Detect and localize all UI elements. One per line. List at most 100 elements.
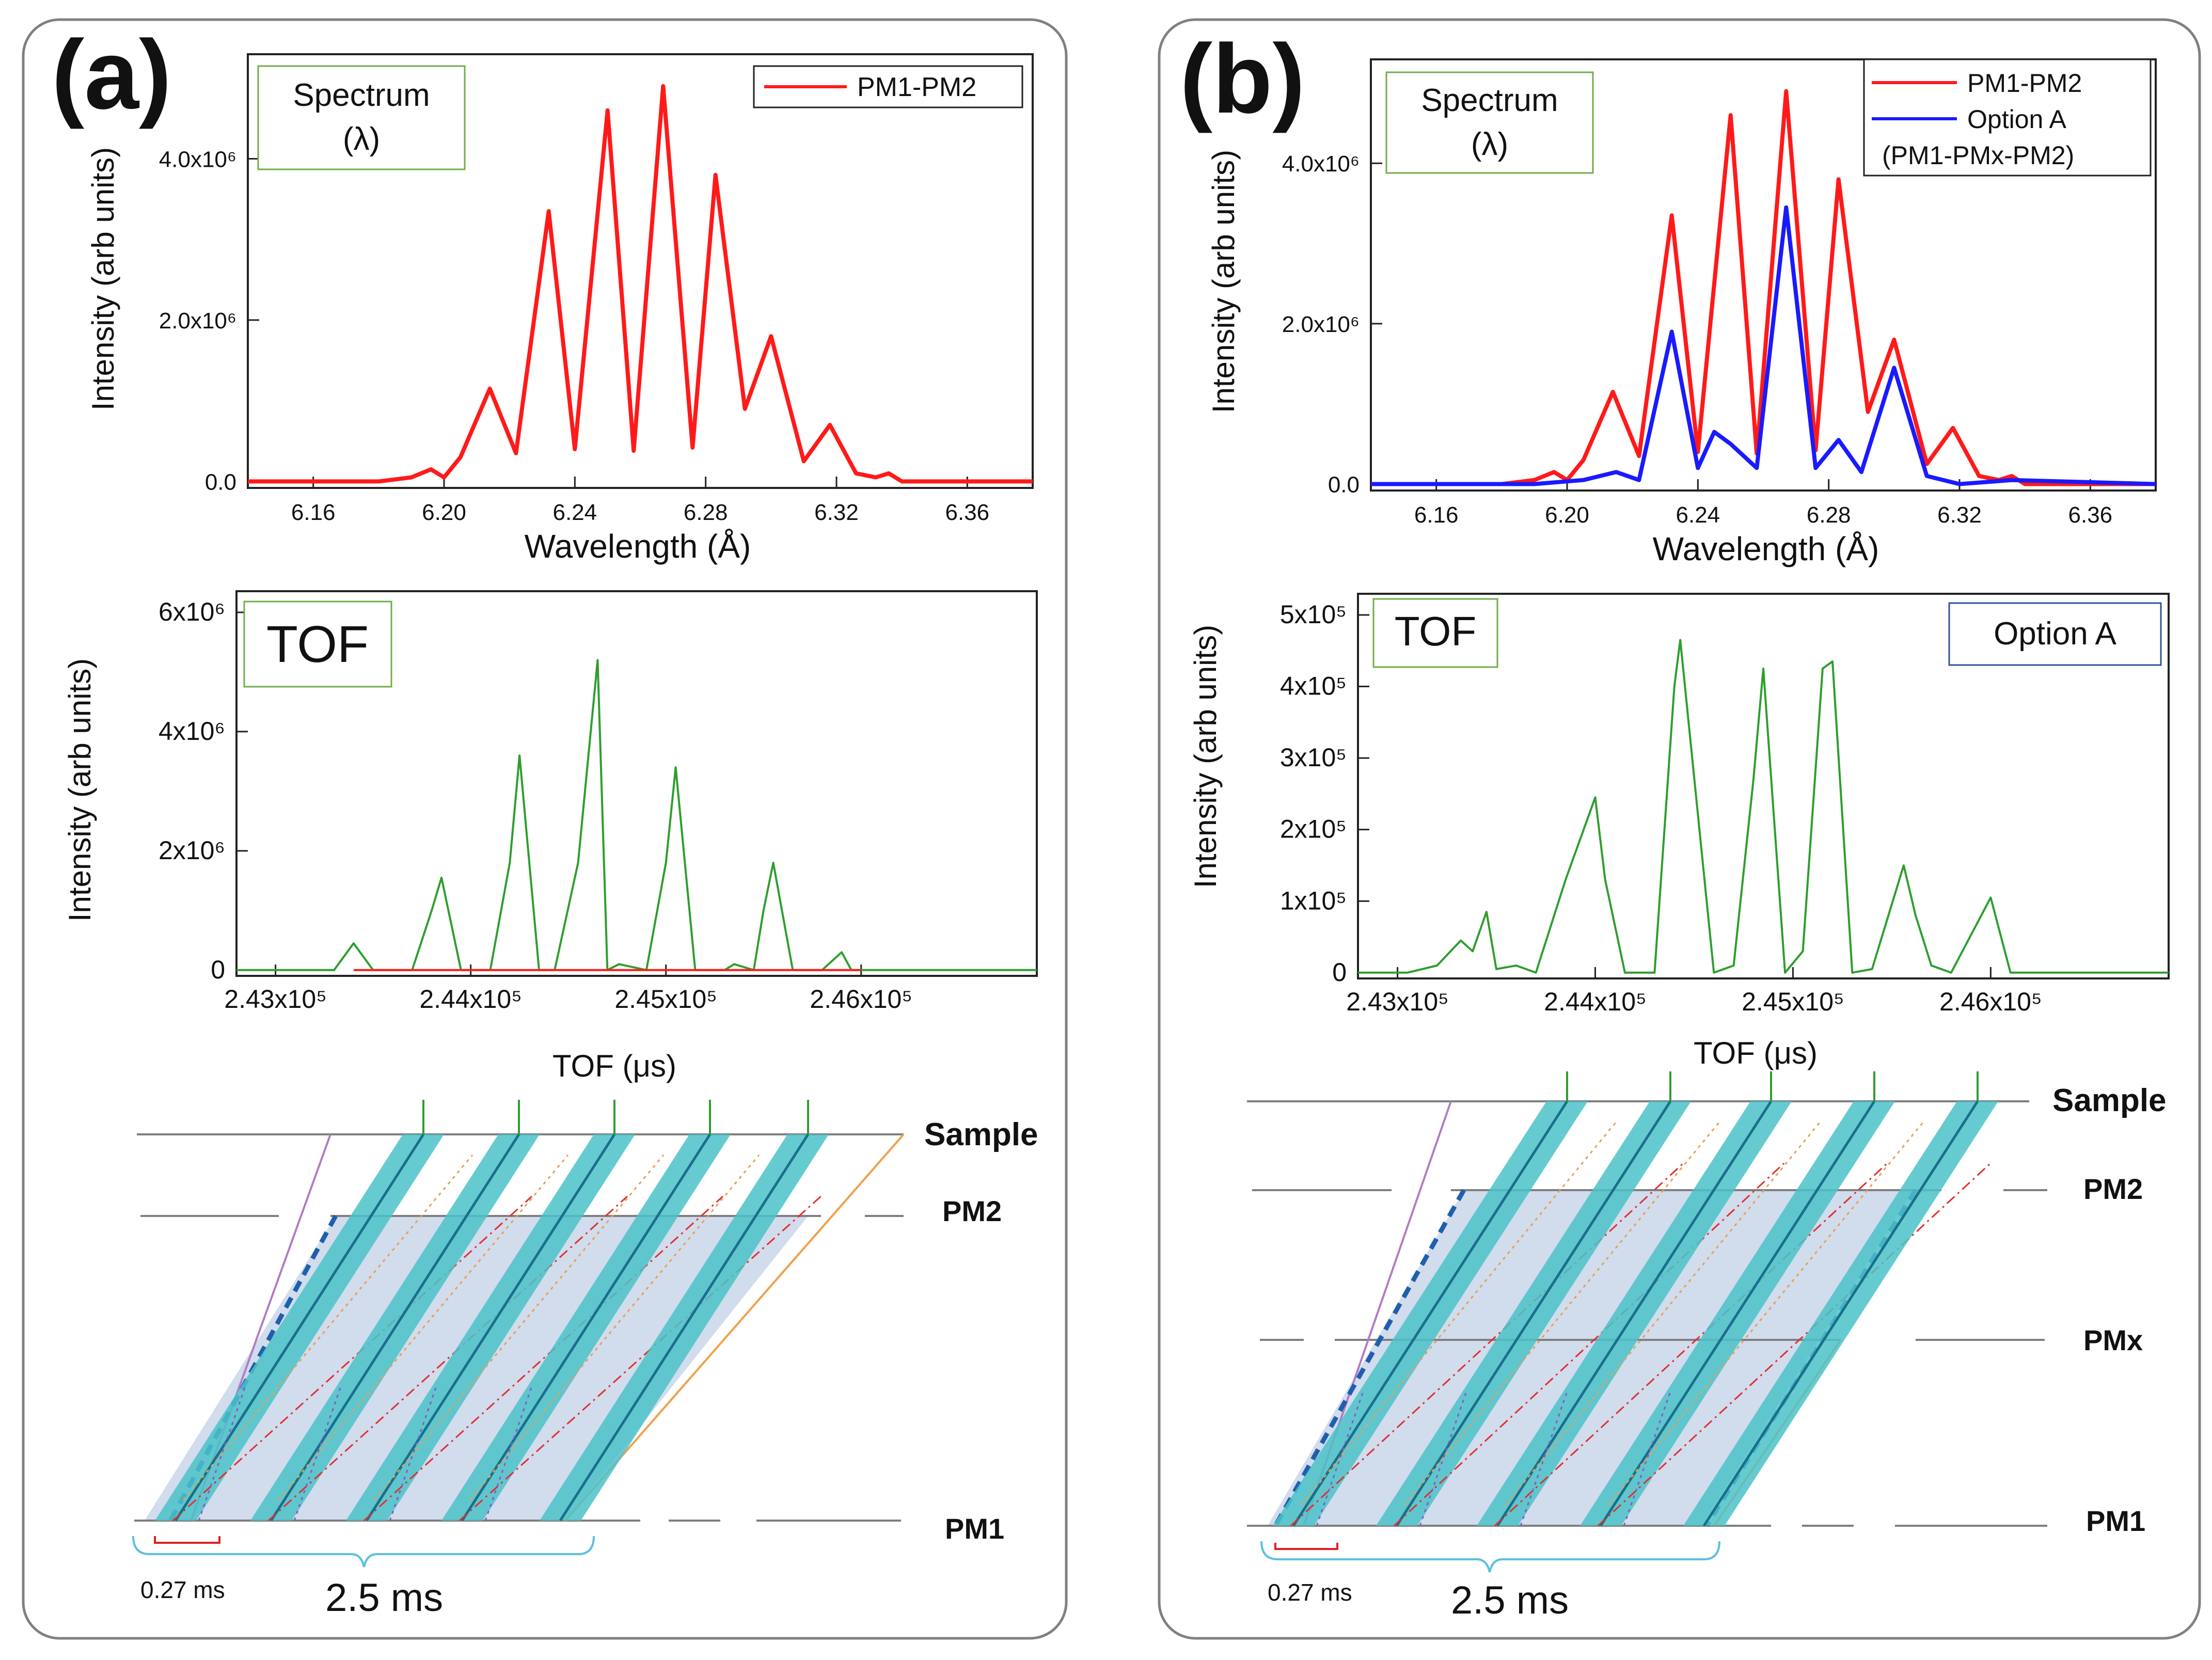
b-tof-xtick-label: 2.45x10⁵ — [1742, 987, 1844, 1016]
b-tof-ytick-label: 3x10⁵ — [1280, 743, 1347, 772]
a-period-bracket — [132, 1536, 595, 1568]
b-spectrum-ytick-label: 4.0x10⁶ — [1282, 151, 1360, 177]
b-spectrum-label-title: Spectrum — [1421, 83, 1558, 118]
a-spectrum-xlabel: Wavelength (Å) — [525, 528, 751, 565]
b-band-centerline-1 — [1395, 1100, 1672, 1527]
a-path-orange-0 — [182, 1155, 473, 1500]
b-path-red-3 — [1597, 1162, 1992, 1527]
a-path-violet-3 — [484, 1386, 533, 1521]
a-path-orange-3 — [469, 1155, 760, 1500]
a-spectrum-series-pm1-pm2 — [248, 84, 1033, 484]
b-tof-xtick-label: 2.46x10⁵ — [1939, 987, 2042, 1016]
a-tof-ylabel: Intensity (arb units) — [62, 658, 97, 922]
b-label-sample: Sample — [2052, 1083, 2167, 1118]
b-tof-ytick-label: 5x10⁵ — [1280, 600, 1347, 629]
b-tof-chart: 2.43x10⁵ 2.44x10⁵ 2.45x10⁵ 2.46x10⁵ 0 1x10⁵ 2… — [1188, 593, 2170, 1070]
a-tof-xtick-label: 2.46x10⁵ — [810, 985, 912, 1014]
b-spectrum-xtick-label: 6.36 — [2068, 502, 2113, 528]
a-path-red-2 — [363, 1195, 724, 1522]
b-spectrum-ylabel: Intensity (arb units) — [1206, 150, 1241, 413]
b-tof-ylabel: Intensity (arb units) — [1188, 625, 1223, 888]
a-label-sample: Sample — [924, 1117, 1038, 1152]
a-path-red-3 — [459, 1195, 822, 1522]
b-tof-ytick-label: 4x10⁵ — [1280, 672, 1347, 701]
b-tof-ytick-label: 0 — [1332, 958, 1347, 987]
b-path-orange-0 — [1300, 1121, 1617, 1506]
b-tof-ytick-label: 1x10⁵ — [1280, 886, 1347, 915]
a-tof-xlabel: TOF (μs) — [552, 1049, 676, 1083]
b-tof-xtick-label: 2.43x10⁵ — [1346, 987, 1449, 1016]
a-tof-ytick-label: 2x10⁶ — [159, 836, 225, 865]
a-path-red-0 — [172, 1195, 533, 1522]
a-spectrum-xtick-label: 6.32 — [814, 500, 859, 525]
a-spectrum-ytick-label: 4.0x10⁶ — [159, 147, 236, 172]
a-band-centerline-3 — [461, 1133, 712, 1522]
panel-b-label: (b) — [1180, 24, 1305, 134]
a-band-centerline-0 — [174, 1133, 425, 1522]
a-spectrum-ytick-label: 2.0x10⁶ — [159, 308, 236, 334]
b-spectrum-xtick-label: 6.20 — [1545, 502, 1589, 528]
a-spectrum-chart: 6.16 6.20 6.24 6.28 6.32 6.36 0.0 2.0x10⁶ 4.0x1… — [86, 53, 1034, 565]
b-tof-label-title: TOF — [1395, 608, 1477, 654]
a-spectrum-label-box — [257, 65, 466, 170]
b-spectrum-legend-option-a-path: (PM1-PMx-PM2) — [1882, 141, 2074, 170]
b-spectrum-xtick-label: 6.24 — [1676, 502, 1720, 528]
b-path-orange-3 — [1607, 1121, 1924, 1506]
b-spectrum-label-symbol: (λ) — [1471, 127, 1508, 162]
panel-b-frame — [1158, 18, 2201, 1640]
a-band-centerline-1 — [270, 1133, 520, 1522]
b-path-red-0 — [1290, 1162, 1684, 1527]
a-period-label: 2.5 ms — [325, 1576, 443, 1620]
b-tof-label-box — [1372, 598, 1498, 668]
a-pulse-width-marker — [154, 1536, 220, 1544]
a-label-pm2: PM2 — [942, 1195, 1002, 1227]
b-pulse-width-marker — [1274, 1543, 1338, 1550]
b-tof-xlabel: TOF (μs) — [1694, 1036, 1818, 1070]
b-label-pm2: PM2 — [2083, 1173, 2143, 1205]
b-band-centerline-0 — [1292, 1100, 1569, 1527]
a-tof-xtick-label: 2.45x10⁵ — [614, 985, 717, 1014]
b-spectrum-ytick-label: 2.0x10⁶ — [1282, 312, 1360, 337]
b-tof-legend-box — [1948, 602, 2162, 666]
b-spectrum-legend-option-a: Option A — [1967, 105, 2066, 134]
a-path-violet-0 — [198, 1386, 246, 1521]
a-chopper-diagram: Sample PM2 PM1 0.27 ms 2.5 ms — [132, 1100, 1038, 1620]
panel-a-frame — [22, 18, 1068, 1640]
a-spectrum-xtick-label: 6.20 — [422, 500, 466, 525]
b-path-orange-2 — [1504, 1121, 1821, 1506]
a-tof-ytick-label: 4x10⁶ — [159, 717, 225, 746]
b-path-violet-0 — [1316, 1391, 1364, 1526]
b-edge-blue-dashed — [1273, 1189, 1466, 1527]
b-label-pm1: PM1 — [2086, 1505, 2145, 1537]
b-spectrum-xtick-label: 6.16 — [1414, 502, 1459, 528]
b-path-violet-1 — [1419, 1391, 1467, 1526]
b-tof-xtick-label: 2.44x10⁵ — [1544, 987, 1647, 1016]
a-path-red-1 — [267, 1195, 628, 1522]
b-spectrum-series-pm1-pm2 — [1371, 89, 2156, 486]
b-pulse-width-label: 0.27 ms — [1268, 1579, 1352, 1606]
a-tof-series-tof-pm1-pm2- — [236, 659, 1037, 971]
a-spectrum-xtick-label: 6.28 — [684, 500, 728, 525]
b-spectrum-chart: 6.16 6.20 6.24 6.28 6.32 6.36 0.0 2.0x10⁶ 4.0x1… — [1206, 58, 2157, 567]
b-spectrum-xlabel: Wavelength (Å) — [1653, 530, 1879, 567]
a-path-violet-1 — [293, 1386, 342, 1521]
a-spectrum-xtick-label: 6.36 — [945, 500, 990, 525]
a-tof-ytick-label: 6x10⁶ — [159, 597, 225, 626]
b-band-centerline-4 — [1702, 1100, 1979, 1527]
a-spectrum-ylabel: Intensity (arb units) — [86, 147, 120, 410]
b-tof-legend-option-a: Option A — [1994, 616, 2116, 652]
a-tof-ytick-label: 0 — [211, 955, 225, 984]
b-spectrum-ytick-label: 0.0 — [1328, 472, 1360, 497]
b-path-violet-3 — [1623, 1391, 1671, 1526]
b-spectrum-series-option-a-pm1-pmx-pm2- — [1371, 205, 2156, 486]
a-tof-label-title: TOF — [266, 615, 369, 673]
b-spectrum-xtick-label: 6.32 — [1937, 502, 1982, 528]
b-path-orange-1 — [1403, 1121, 1720, 1506]
b-label-pmx: PMx — [2083, 1324, 2143, 1356]
a-band-centerline-2 — [365, 1133, 616, 1522]
a-tof-xtick-label: 2.44x10⁵ — [419, 985, 522, 1014]
b-chopper-diagram: Sample PM2 PMx PM1 0.27 ms 2.5 ms — [1247, 1071, 2167, 1622]
b-path-red-2 — [1494, 1162, 1888, 1527]
b-band-centerline-3 — [1599, 1100, 1876, 1527]
